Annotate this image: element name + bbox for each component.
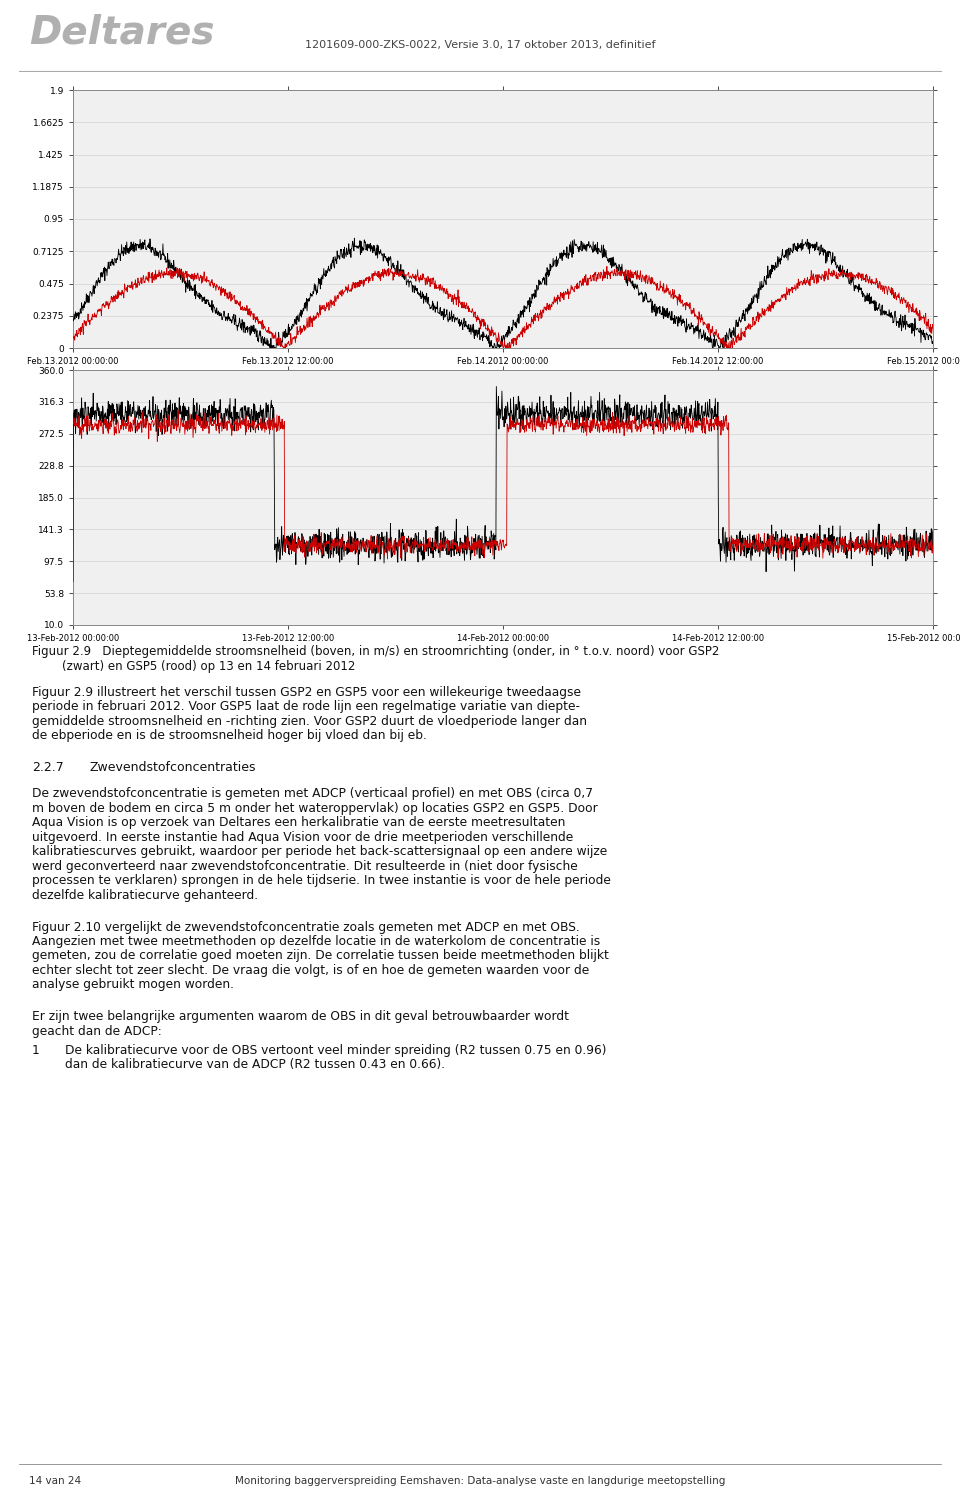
Text: De zwevendstofconcentratie is gemeten met ADCP (verticaal profiel) en met OBS (c: De zwevendstofconcentratie is gemeten me… (32, 788, 593, 800)
Text: Er zijn twee belangrijke argumenten waarom de OBS in dit geval betrouwbaarder wo: Er zijn twee belangrijke argumenten waar… (32, 1010, 569, 1024)
Text: dan de kalibratiecurve van de ADCP (R2 tussen 0.43 en 0.66).: dan de kalibratiecurve van de ADCP (R2 t… (65, 1058, 445, 1071)
Text: Figuur 2.9   Dieptegemiddelde stroomsnelheid (boven, in m/s) en stroomrichting (: Figuur 2.9 Dieptegemiddelde stroomsnelhe… (32, 645, 719, 658)
Text: de ebperiode en is de stroomsnelheid hoger bij vloed dan bij eb.: de ebperiode en is de stroomsnelheid hog… (32, 730, 427, 742)
Text: gemiddelde stroomsnelheid en -richting zien. Voor GSP2 duurt de vloedperiode lan: gemiddelde stroomsnelheid en -richting z… (32, 715, 587, 728)
Text: processen te verklaren) sprongen in de hele tijdserie. In twee instantie is voor: processen te verklaren) sprongen in de h… (32, 874, 611, 888)
Text: Deltares: Deltares (29, 13, 214, 51)
Text: werd geconverteerd naar zwevendstofconcentratie. Dit resulteerde in (niet door f: werd geconverteerd naar zwevendstofconce… (32, 859, 578, 873)
Text: Monitoring baggerverspreiding Eemshaven: Data-analyse vaste en langdurige meetop: Monitoring baggerverspreiding Eemshaven:… (235, 1477, 725, 1486)
Text: kalibratiescurves gebruikt, waardoor per periode het back-scattersignaal op een : kalibratiescurves gebruikt, waardoor per… (32, 844, 608, 858)
Text: Aqua Vision is op verzoek van Deltares een herkalibratie van de eerste meetresul: Aqua Vision is op verzoek van Deltares e… (32, 816, 565, 830)
Text: echter slecht tot zeer slecht. De vraag die volgt, is of en hoe de gemeten waard: echter slecht tot zeer slecht. De vraag … (32, 964, 589, 977)
Text: uitgevoerd. In eerste instantie had Aqua Vision voor de drie meetperioden versch: uitgevoerd. In eerste instantie had Aqua… (32, 831, 573, 843)
Text: 1: 1 (32, 1044, 39, 1056)
Text: De kalibratiecurve voor de OBS vertoont veel minder spreiding (R2 tussen 0.75 en: De kalibratiecurve voor de OBS vertoont … (65, 1044, 607, 1056)
Text: periode in februari 2012. Voor GSP5 laat de rode lijn een regelmatige variatie v: periode in februari 2012. Voor GSP5 laat… (32, 700, 580, 713)
Text: 1201609-000-ZKS-0022, Versie 3.0, 17 oktober 2013, definitief: 1201609-000-ZKS-0022, Versie 3.0, 17 okt… (304, 40, 656, 49)
Text: gemeten, zou de correlatie goed moeten zijn. De correlatie tussen beide meetmeth: gemeten, zou de correlatie goed moeten z… (32, 949, 609, 962)
Text: Zwevendstofconcentraties: Zwevendstofconcentraties (90, 761, 256, 774)
Text: m boven de bodem en circa 5 m onder het wateroppervlak) op locaties GSP2 en GSP5: m boven de bodem en circa 5 m onder het … (32, 801, 598, 815)
Text: 14 van 24: 14 van 24 (29, 1477, 81, 1486)
Text: Aangezien met twee meetmethoden op dezelfde locatie in de waterkolom de concentr: Aangezien met twee meetmethoden op dezel… (32, 935, 600, 947)
Text: analyse gebruikt mogen worden.: analyse gebruikt mogen worden. (32, 979, 234, 992)
Text: Figuur 2.10 vergelijkt de zwevendstofconcentratie zoals gemeten met ADCP en met : Figuur 2.10 vergelijkt de zwevendstofcon… (32, 921, 580, 934)
Text: (zwart) en GSP5 (rood) op 13 en 14 februari 2012: (zwart) en GSP5 (rood) op 13 en 14 febru… (32, 659, 355, 673)
Text: Figuur 2.9 illustreert het verschil tussen GSP2 en GSP5 voor een willekeurige tw: Figuur 2.9 illustreert het verschil tuss… (32, 686, 581, 698)
Text: dezelfde kalibratiecurve gehanteerd.: dezelfde kalibratiecurve gehanteerd. (32, 889, 258, 901)
Text: geacht dan de ADCP:: geacht dan de ADCP: (32, 1025, 161, 1038)
Text: 2.2.7: 2.2.7 (32, 761, 63, 774)
